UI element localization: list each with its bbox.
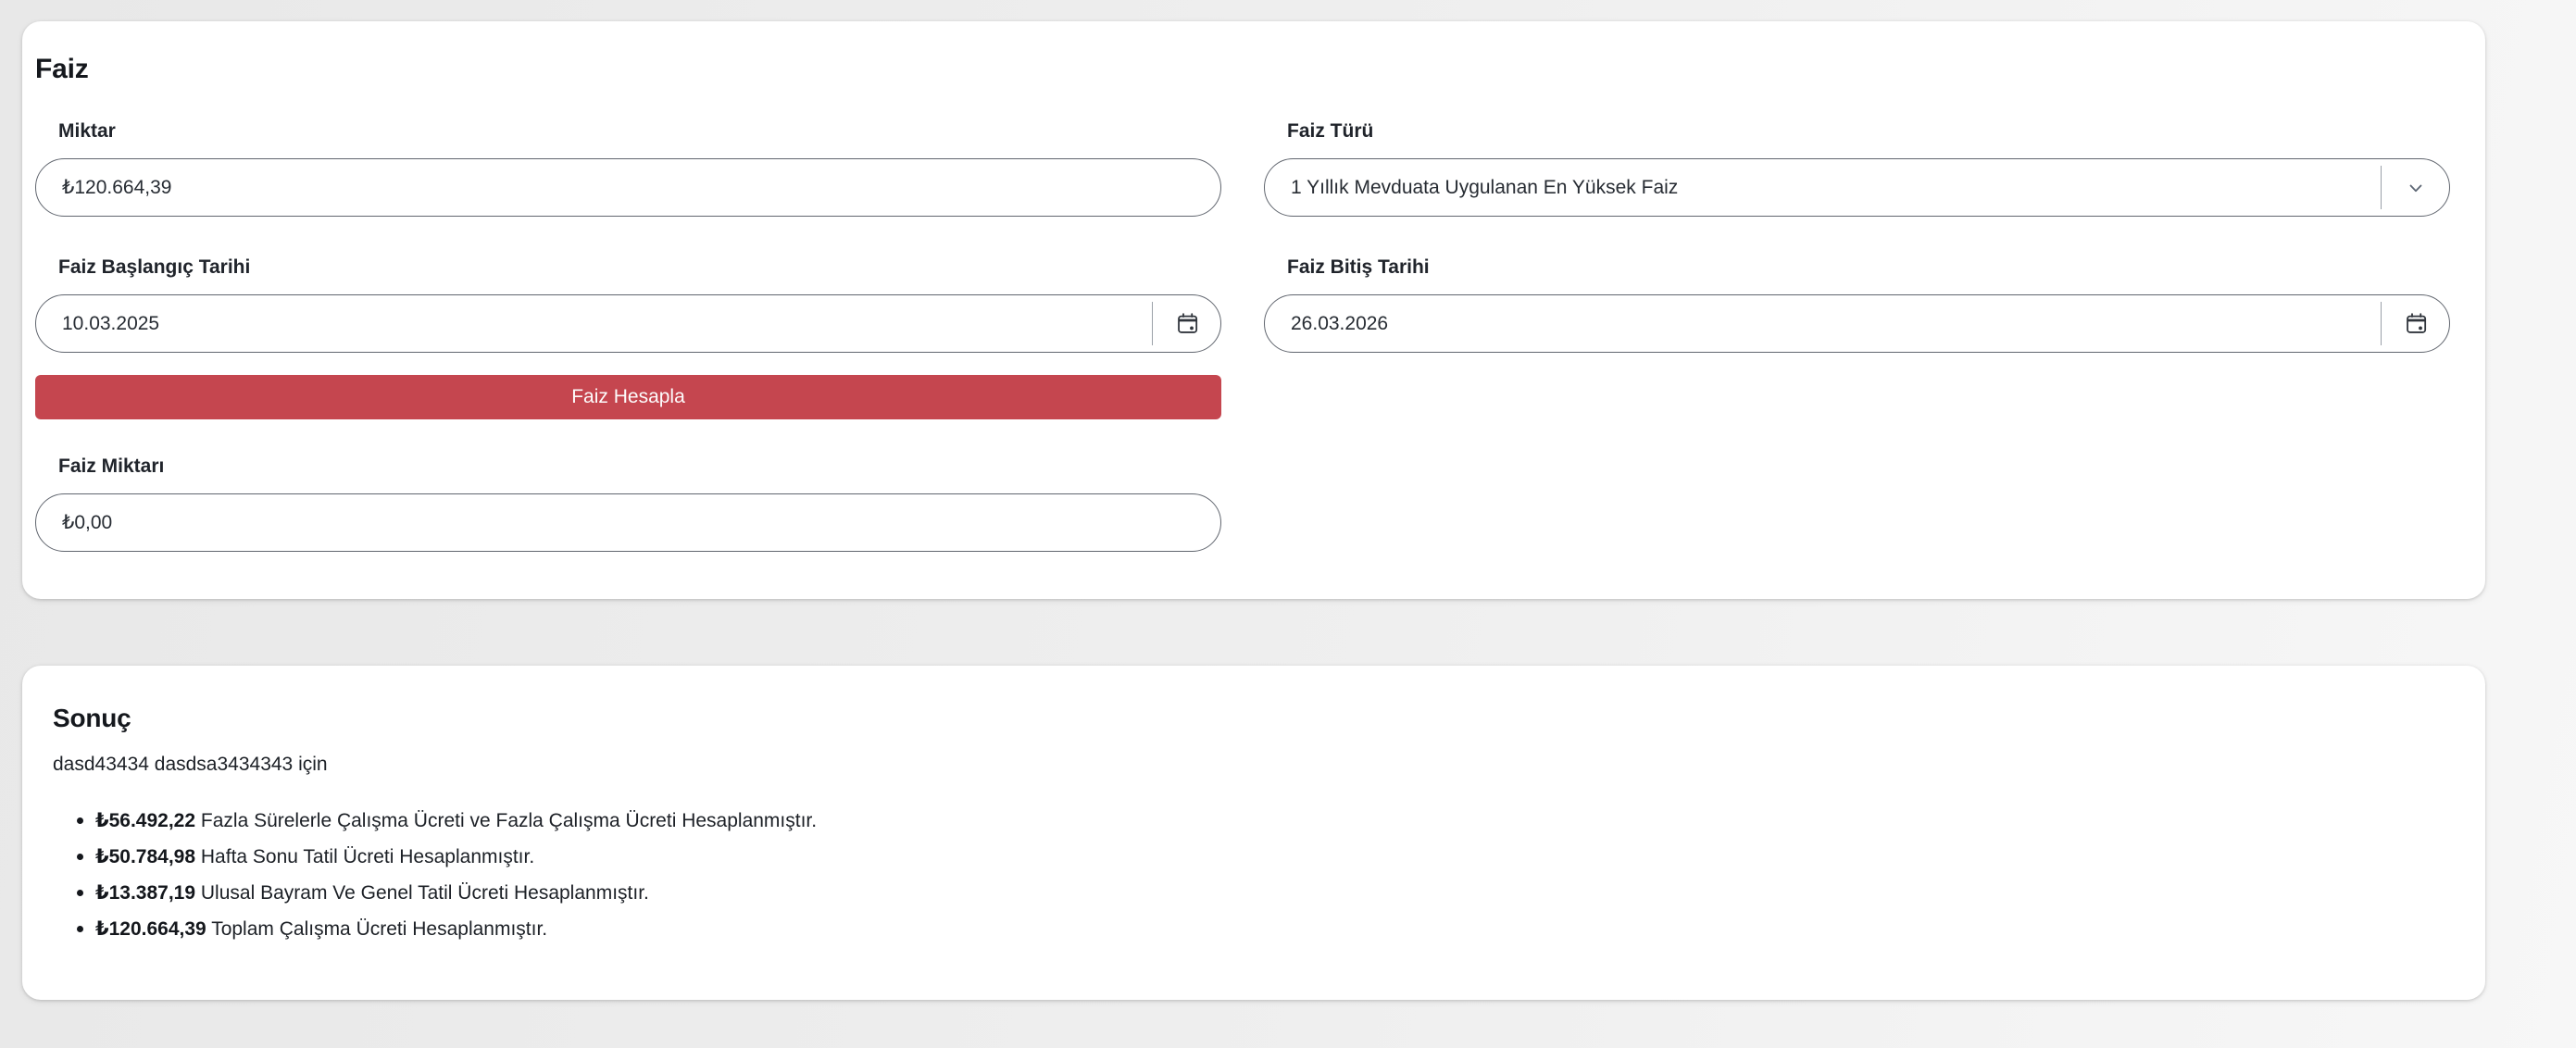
calendar-icon[interactable] — [1175, 311, 1200, 336]
start-date-calendar-button[interactable] — [1153, 294, 1221, 353]
result-list-item: ₺50.784,98 Hafta Sonu Tatil Ücreti Hesap… — [77, 839, 2450, 875]
end-date-input-wrap — [1264, 294, 2450, 353]
result-text: Fazla Sürelerle Çalışma Ücreti ve Fazla … — [200, 810, 818, 831]
end-date-input[interactable] — [1264, 294, 2450, 353]
interest-type-select[interactable]: 1 Yıllık Mevduata Uygulanan En Yüksek Fa… — [1264, 158, 2450, 217]
result-amount: ₺13.387,19 — [95, 882, 196, 904]
select-divider — [2381, 166, 2382, 209]
result-list-item: ₺56.492,22 Fazla Sürelerle Çalışma Ücret… — [77, 803, 2450, 839]
interest-type-selected-value: 1 Yıllık Mevduata Uygulanan En Yüksek Fa… — [1291, 176, 1679, 198]
result-list-item: ₺13.387,19 Ulusal Bayram Ve Genel Tatil … — [77, 875, 2450, 911]
interest-amount-input[interactable] — [35, 493, 1221, 552]
result-text: Toplam Çalışma Ücreti Hesaplanmıştır. — [211, 918, 548, 940]
interest-amount-input-wrap — [35, 493, 1221, 552]
result-amount: ₺120.664,39 — [95, 918, 206, 940]
interest-form-grid: Miktar Faiz Türü 1 Yıllık Mevduata Uygul… — [35, 119, 2450, 552]
amount-input[interactable] — [35, 158, 1221, 217]
end-date-field-group: Faiz Bitiş Tarihi — [1264, 256, 2450, 353]
end-date-label: Faiz Bitiş Tarihi — [1287, 256, 1430, 278]
chevron-down-icon[interactable] — [2405, 177, 2427, 199]
input-divider — [2381, 302, 2382, 345]
amount-field-group: Miktar — [35, 119, 1221, 217]
amount-input-wrap — [35, 158, 1221, 217]
result-subtitle: dasd43434 dasdsa3434343 için — [53, 754, 328, 775]
interest-form-card: Faiz Miktar Faiz Türü 1 Yıllık Mevduata … — [22, 21, 2485, 599]
result-text: Hafta Sonu Tatil Ücreti Hesaplanmıştır. — [200, 846, 535, 867]
calculate-interest-button[interactable]: Faiz Hesapla — [35, 375, 1221, 419]
result-list: ₺56.492,22 Fazla Sürelerle Çalışma Ücret… — [53, 803, 2450, 947]
result-card-title: Sonuç — [53, 704, 131, 732]
result-amount: ₺50.784,98 — [95, 846, 196, 867]
interest-amount-field-group: Faiz Miktarı — [35, 455, 1221, 552]
form-card-title: Faiz — [35, 54, 89, 84]
amount-label: Miktar — [58, 120, 116, 142]
interest-type-label: Faiz Türü — [1287, 120, 1374, 142]
start-date-input-wrap — [35, 294, 1221, 353]
result-text: Ulusal Bayram Ve Genel Tatil Ücreti Hesa… — [200, 882, 649, 904]
result-list-item: ₺120.664,39 Toplam Çalışma Ücreti Hesapl… — [77, 911, 2450, 947]
result-card: Sonuç dasd43434 dasdsa3434343 için ₺56.4… — [22, 666, 2485, 1000]
interest-amount-label: Faiz Miktarı — [58, 455, 165, 477]
start-date-field-group: Faiz Başlangıç Tarihi — [35, 256, 1221, 353]
result-amount: ₺56.492,22 — [95, 810, 196, 831]
calendar-icon[interactable] — [2404, 311, 2429, 336]
calculate-button-row: Faiz Hesapla — [35, 375, 1221, 419]
input-divider — [1152, 302, 1153, 345]
end-date-calendar-button[interactable] — [2382, 294, 2450, 353]
interest-type-dropdown-button[interactable] — [2382, 158, 2450, 217]
interest-type-field-group: Faiz Türü 1 Yıllık Mevduata Uygulanan En… — [1264, 119, 2450, 217]
interest-type-select-wrap: 1 Yıllık Mevduata Uygulanan En Yüksek Fa… — [1264, 158, 2450, 217]
start-date-input[interactable] — [35, 294, 1221, 353]
start-date-label: Faiz Başlangıç Tarihi — [58, 256, 251, 278]
